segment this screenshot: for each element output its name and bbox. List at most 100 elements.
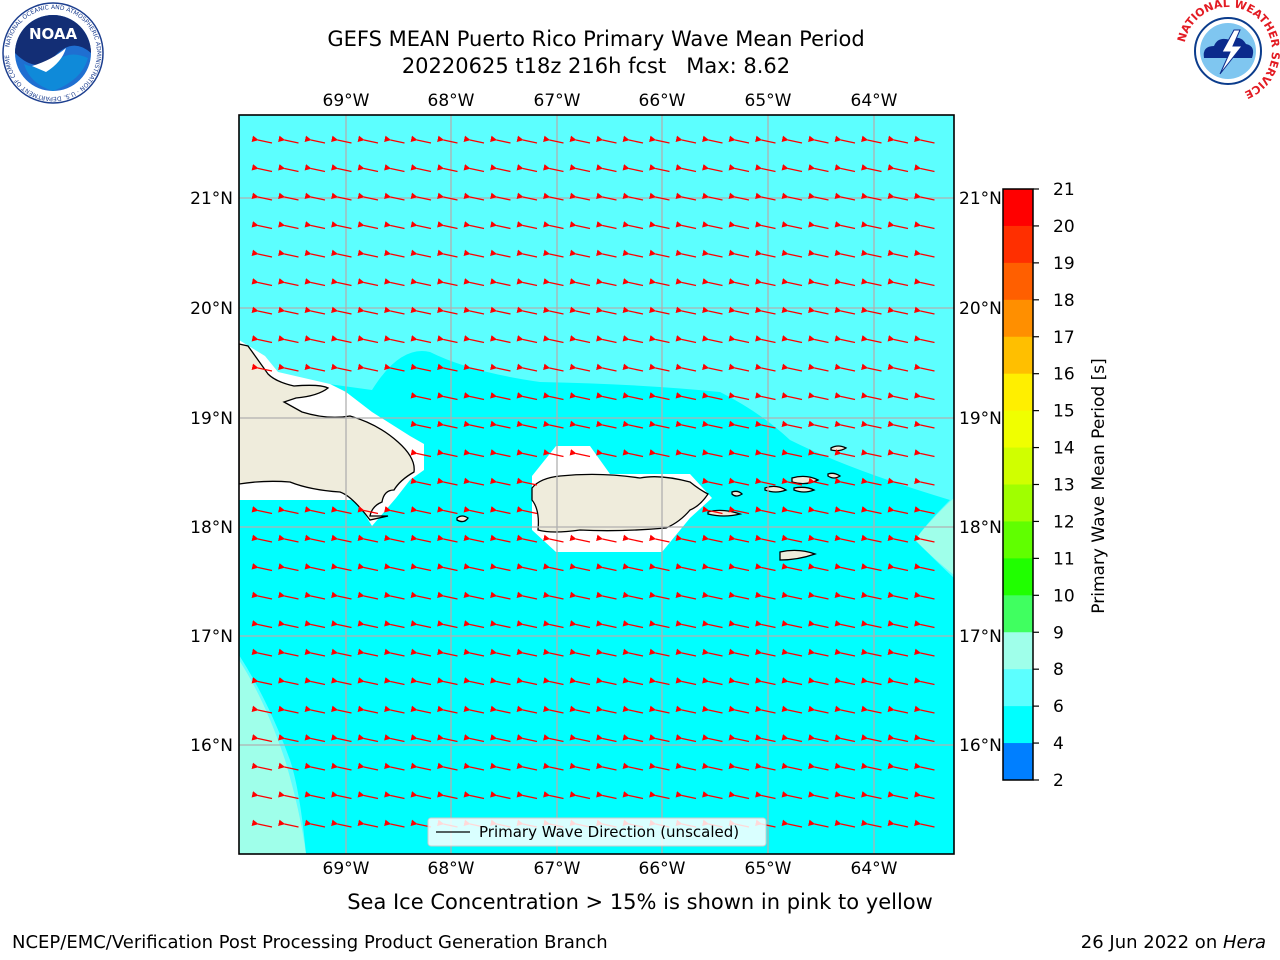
wave-direction-arrow [808, 135, 829, 144]
wave-direction-arrow [887, 705, 909, 714]
wave-direction-arrow [781, 477, 803, 486]
wave-direction-arrow [516, 221, 538, 230]
lon-label: 68°W [428, 91, 475, 111]
wave-direction-arrow [596, 420, 617, 429]
wave-direction-arrow [384, 734, 405, 743]
colorbar-swatch [1003, 336, 1033, 375]
wave-direction-arrow [463, 335, 485, 344]
wave-direction-arrow [887, 449, 909, 458]
wave-direction-arrow [490, 306, 511, 315]
wave-direction-arrow [622, 791, 644, 800]
wave-direction-arrow [728, 734, 750, 743]
wave-direction-arrow [410, 135, 432, 144]
wave-direction-arrow [437, 620, 458, 629]
wave-direction-arrow [887, 363, 909, 372]
wave-direction-arrow [914, 192, 935, 201]
wave-direction-arrow [755, 506, 776, 515]
wave-direction-arrow [278, 819, 299, 828]
wave-direction-arrow [675, 249, 697, 258]
wave-direction-arrow [728, 135, 750, 144]
wave-direction-arrow [834, 306, 856, 315]
wave-direction-arrow [543, 534, 564, 543]
wave-direction-arrow [516, 620, 538, 629]
wave-direction-arrow [914, 135, 935, 144]
wave-direction-arrow [887, 278, 909, 287]
wave-direction-arrow [887, 221, 909, 230]
wave-direction-arrow [887, 791, 909, 800]
wave-direction-arrow [437, 648, 458, 657]
colorbar-tick-label: 8 [1053, 660, 1064, 680]
wave-direction-arrow [490, 762, 511, 771]
wave-direction-arrow [331, 335, 352, 344]
wave-direction-arrow [755, 249, 776, 258]
wave-direction-arrow [304, 791, 326, 800]
wave-direction-arrow [861, 363, 882, 372]
wave-direction-arrow [755, 192, 776, 201]
wave-direction-arrow [887, 534, 909, 543]
wave-direction-arrow [437, 477, 458, 486]
wave-direction-arrow [861, 762, 882, 771]
wave-direction-arrow [861, 477, 882, 486]
wave-direction-arrow [781, 677, 803, 686]
wave-direction-arrow [755, 620, 776, 629]
wave-direction-arrow [755, 477, 776, 486]
wave-direction-arrow [649, 135, 670, 144]
wave-direction-arrow [490, 363, 511, 372]
wave-direction-arrow [834, 249, 856, 258]
wave-direction-arrow [357, 791, 379, 800]
wave-direction-arrow [490, 449, 511, 458]
wave-direction-arrow [278, 791, 299, 800]
wave-direction-arrow [463, 705, 485, 714]
lat-label: 18°N [959, 518, 1002, 538]
wave-direction-arrow [887, 591, 909, 600]
wave-direction-arrow [543, 791, 564, 800]
wave-direction-arrow [649, 648, 670, 657]
wave-direction-arrow [728, 306, 750, 315]
lon-labels-top: 69°W 68°W 67°W 66°W 65°W 64°W [323, 91, 898, 111]
virgin-islands [731, 490, 744, 497]
footer-date: 26 Jun 2022 on Hera [1081, 932, 1266, 953]
wave-direction-arrow [728, 363, 750, 372]
wave-direction-arrow [437, 677, 458, 686]
wave-direction-arrow [702, 449, 723, 458]
lat-labels-right: 21°N 20°N 19°N 18°N 17°N 16°N [959, 189, 1002, 756]
wave-direction-arrow [596, 363, 617, 372]
wave-direction-arrow [702, 620, 723, 629]
colorbar-tick-label: 10 [1053, 586, 1075, 606]
wave-direction-arrow [384, 563, 405, 572]
wave-direction-arrow [861, 192, 882, 201]
wave-direction-arrow [543, 135, 564, 144]
wave-direction-arrow [887, 677, 909, 686]
wave-direction-arrow [410, 249, 432, 258]
wave-direction-arrow [649, 164, 670, 173]
colorbar-tick-label: 16 [1053, 365, 1075, 385]
wave-direction-arrow [251, 363, 273, 372]
wave-direction-arrow [569, 705, 591, 714]
sea-ice-note: Sea Ice Concentration > 15% is shown in … [347, 890, 933, 914]
wave-direction-arrow [834, 135, 856, 144]
wave-direction-arrow [702, 563, 723, 572]
wave-direction-arrow [755, 563, 776, 572]
wave-direction-arrow [304, 221, 326, 230]
wave-direction-arrow [702, 734, 723, 743]
wave-direction-arrow [834, 221, 856, 230]
wave-direction-arrow [304, 648, 326, 657]
wave-direction-arrow [516, 534, 538, 543]
wave-direction-arrow [675, 335, 697, 344]
wave-direction-arrow [834, 363, 856, 372]
wave-direction-arrow [622, 677, 644, 686]
footer-date-text: 26 Jun 2022 on [1080, 932, 1223, 953]
lon-label: 68°W [428, 859, 475, 879]
wave-direction-arrow [278, 677, 299, 686]
colorbar-tick-label: 12 [1053, 512, 1075, 532]
wave-direction-arrow [834, 648, 856, 657]
wave-direction-arrow [834, 677, 856, 686]
wave-direction-arrow [702, 335, 723, 344]
lon-label: 66°W [639, 91, 686, 111]
wave-direction-arrow [463, 762, 485, 771]
wave-direction-arrow [914, 620, 935, 629]
wave-direction-arrow [569, 249, 591, 258]
wave-direction-arrow [357, 563, 379, 572]
wave-direction-arrow [914, 335, 935, 344]
wave-direction-arrow [569, 306, 591, 315]
